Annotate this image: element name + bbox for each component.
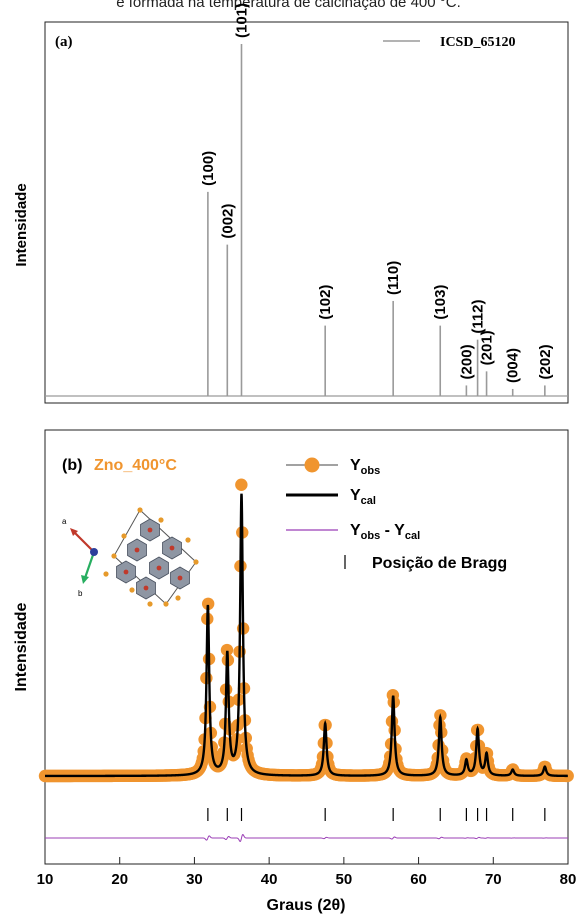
axis-c-dot	[90, 548, 98, 556]
zn-atom-2	[134, 547, 140, 553]
legend-cal-label: Ycal	[350, 487, 376, 507]
legend-obs-marker	[304, 457, 320, 473]
legend-entry-cal: Ycal	[286, 487, 376, 507]
panel-b-legend: Yobs Ycal Yobs - Ycal Posição de Bragg	[286, 457, 507, 572]
zn-atom-4	[143, 585, 149, 591]
axis-b-head	[81, 575, 89, 584]
o-atom-4	[158, 517, 164, 523]
difference-curve	[45, 834, 568, 842]
panel-a-legend: ICSD_65120	[383, 35, 515, 50]
o-atom-5	[185, 537, 191, 543]
zn-atom-1	[169, 545, 175, 551]
axis-b-arrow	[83, 551, 96, 579]
o-atom-3	[111, 553, 117, 559]
o-atom-6	[121, 533, 127, 539]
panel-b: 10 20 30 40 50 60 70 80 Graus (2θ) Intensidade …	[13, 429, 577, 914]
o-atom-8	[129, 587, 135, 593]
panel-a-frame	[44, 21, 569, 404]
yobs-point-182	[201, 597, 215, 611]
x-tick-label-3: 40	[261, 871, 278, 888]
legend-entry-bragg: Posição de Bragg	[344, 555, 507, 572]
x-tick-label-5: 60	[410, 871, 427, 888]
ycal-curve	[45, 493, 568, 778]
figure-caption: e formada na temperatura de calcinação d…	[116, 0, 461, 11]
panel-a-ylabel: Intensidade	[13, 183, 30, 266]
o-atom-7	[175, 595, 181, 601]
o-atom-10	[103, 571, 109, 577]
legend-entry-diff: Yobs - Ycal	[286, 522, 420, 542]
legend-bragg-label: Posição de Bragg	[372, 555, 507, 572]
panel-b-xlabel: Graus (2θ)	[267, 897, 346, 914]
axis-a-arrow	[72, 530, 95, 553]
zn-atom-3	[156, 565, 162, 571]
hkl-label-1: (002)	[219, 204, 236, 239]
o-atom-2	[163, 601, 169, 607]
hkl-label-0: (100)	[200, 151, 217, 186]
x-tick-label-4: 50	[336, 871, 353, 888]
o-atom-9	[147, 601, 153, 607]
x-tick-label-6: 70	[485, 871, 502, 888]
panel-a-label: (a)	[55, 34, 73, 50]
zno-unit-cell-icon	[103, 507, 199, 607]
panel-b-x-ticks: 10 20 30 40 50 60 70 80	[37, 857, 577, 888]
legend-diff-label: Yobs - Ycal	[350, 522, 420, 542]
axis-a-label: a	[62, 517, 67, 526]
panel-b-ylabel: Intensidade	[13, 602, 30, 691]
legend-label-icsd: ICSD_65120	[440, 35, 515, 50]
yobs-markers	[38, 478, 574, 783]
crystal-structure-inset: a b	[62, 507, 199, 607]
axis-a-head	[70, 528, 78, 536]
x-tick-label-7: 80	[560, 871, 577, 888]
zn-atom-6	[123, 569, 129, 575]
hkl-label-4: (110)	[385, 261, 402, 295]
panel-b-frame	[44, 429, 569, 865]
hkl-label-8: (201)	[479, 330, 496, 365]
yobs-point-203	[220, 643, 234, 657]
crystal-axes-icon: a b	[62, 517, 98, 598]
hkl-label-2: (101)	[233, 3, 250, 38]
panel-a: (a) ICSD_65120 Intensidade (100)(002)(10…	[13, 3, 569, 404]
o-atom-1	[193, 559, 199, 565]
bragg-ticks	[207, 808, 546, 821]
panel-a-peaks	[45, 44, 568, 397]
x-tick-label-0: 10	[37, 871, 54, 888]
o-atom-0	[137, 507, 143, 513]
hkl-label-7: (112)	[470, 299, 487, 333]
sample-label: Zno_400°C	[94, 457, 177, 474]
panel-a-hkl-labels: (100) (002) (101) (102) (110) (103) (200) (112)…	[200, 3, 554, 383]
hkl-label-3: (102)	[317, 285, 334, 320]
x-tick-label-2: 30	[186, 871, 203, 888]
hkl-label-9: (004)	[505, 348, 522, 383]
hkl-label-5: (103)	[432, 285, 449, 320]
panel-b-label: (b)	[62, 457, 82, 474]
hkl-label-10: (202)	[537, 344, 554, 379]
axis-b-label: b	[78, 589, 83, 598]
zn-atom-0	[147, 527, 153, 533]
legend-entry-obs: Yobs	[286, 457, 380, 477]
yobs-point-219	[235, 478, 248, 491]
hkl-label-6: (200)	[458, 344, 475, 379]
zn-atom-5	[177, 575, 183, 581]
x-tick-label-1: 20	[111, 871, 128, 888]
legend-obs-label: Yobs	[350, 457, 380, 477]
